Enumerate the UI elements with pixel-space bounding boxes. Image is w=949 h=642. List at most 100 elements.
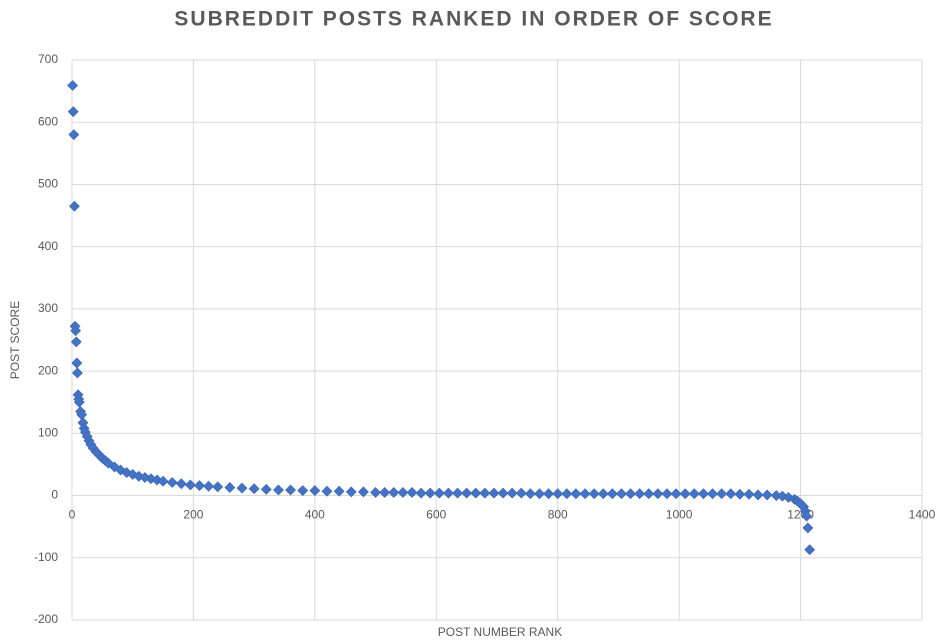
point	[285, 484, 296, 496]
point	[70, 325, 82, 337]
point	[802, 522, 814, 534]
y-tick-label: -100	[34, 550, 58, 564]
point	[71, 357, 83, 369]
point	[406, 487, 418, 498]
point	[70, 336, 82, 348]
point	[661, 488, 673, 500]
point	[175, 478, 187, 490]
point	[761, 489, 773, 501]
point	[415, 487, 427, 499]
point	[470, 487, 482, 499]
point	[506, 487, 518, 499]
point	[461, 487, 473, 499]
point	[236, 482, 248, 494]
point	[597, 488, 609, 500]
point	[688, 488, 700, 500]
point	[783, 491, 794, 503]
point	[707, 488, 718, 500]
point	[616, 488, 627, 500]
y-tick-label: 400	[38, 239, 58, 253]
point	[479, 487, 491, 499]
point	[643, 488, 655, 500]
point	[543, 488, 555, 500]
x-tick-label: 600	[426, 508, 446, 522]
point	[397, 487, 409, 498]
point	[73, 396, 85, 408]
point	[297, 485, 309, 497]
point	[157, 475, 169, 487]
point	[321, 485, 333, 497]
point	[133, 470, 145, 482]
point	[166, 477, 178, 488]
point	[725, 488, 737, 500]
point	[497, 487, 509, 499]
point	[370, 487, 381, 498]
point	[588, 488, 600, 500]
point	[488, 487, 500, 499]
y-tick-label: 600	[38, 114, 58, 128]
point	[570, 488, 582, 500]
point	[68, 129, 80, 141]
point	[716, 488, 728, 500]
point	[801, 510, 813, 522]
point	[248, 483, 260, 495]
point	[752, 489, 764, 501]
point	[698, 488, 709, 500]
point	[194, 480, 205, 492]
y-tick-label: 300	[38, 301, 58, 315]
point	[184, 479, 196, 491]
point	[679, 488, 691, 500]
point	[561, 488, 573, 500]
point	[652, 488, 664, 500]
point	[260, 483, 272, 495]
x-tick-label: 400	[305, 508, 325, 522]
point	[103, 457, 114, 469]
y-tick-label: 0	[51, 488, 58, 502]
y-tick-label: 700	[38, 52, 58, 66]
y-tick-label: -200	[34, 612, 58, 626]
point	[72, 367, 83, 379]
point	[670, 488, 682, 500]
point	[345, 486, 357, 498]
point	[145, 473, 157, 485]
point	[524, 488, 536, 500]
point	[743, 488, 755, 500]
point	[67, 106, 79, 118]
x-axis-label: POST NUMBER RANK	[438, 625, 562, 639]
y-tick-label: 200	[38, 363, 58, 377]
point	[203, 480, 215, 492]
point	[804, 544, 816, 556]
x-tick-label: 0	[69, 508, 76, 522]
point	[388, 487, 400, 498]
y-tick-label: 500	[38, 177, 58, 191]
point	[273, 484, 284, 496]
point	[433, 487, 445, 499]
point	[379, 487, 391, 498]
point	[515, 487, 527, 499]
point	[625, 488, 636, 500]
point	[333, 485, 345, 497]
point	[534, 488, 545, 500]
y-tick-label: 100	[38, 426, 58, 440]
y-axis-label: POST SCORE	[8, 301, 22, 379]
point	[358, 486, 369, 498]
x-tick-label: 200	[183, 508, 203, 522]
point	[309, 485, 321, 497]
point	[606, 488, 618, 500]
chart-title: SUBREDDIT POSTS RANKED IN ORDER OF SCORE	[174, 8, 773, 31]
point	[734, 488, 746, 500]
point	[212, 481, 224, 493]
x-tick-label: 800	[548, 508, 568, 522]
point	[69, 200, 80, 212]
point	[224, 482, 236, 493]
point	[776, 490, 788, 502]
point	[634, 488, 646, 500]
point	[67, 80, 79, 91]
point	[443, 487, 454, 499]
x-tick-label: 1400	[909, 508, 936, 522]
point	[452, 487, 463, 499]
x-tick-label: 1000	[666, 508, 693, 522]
point	[579, 488, 591, 500]
point	[424, 487, 436, 499]
